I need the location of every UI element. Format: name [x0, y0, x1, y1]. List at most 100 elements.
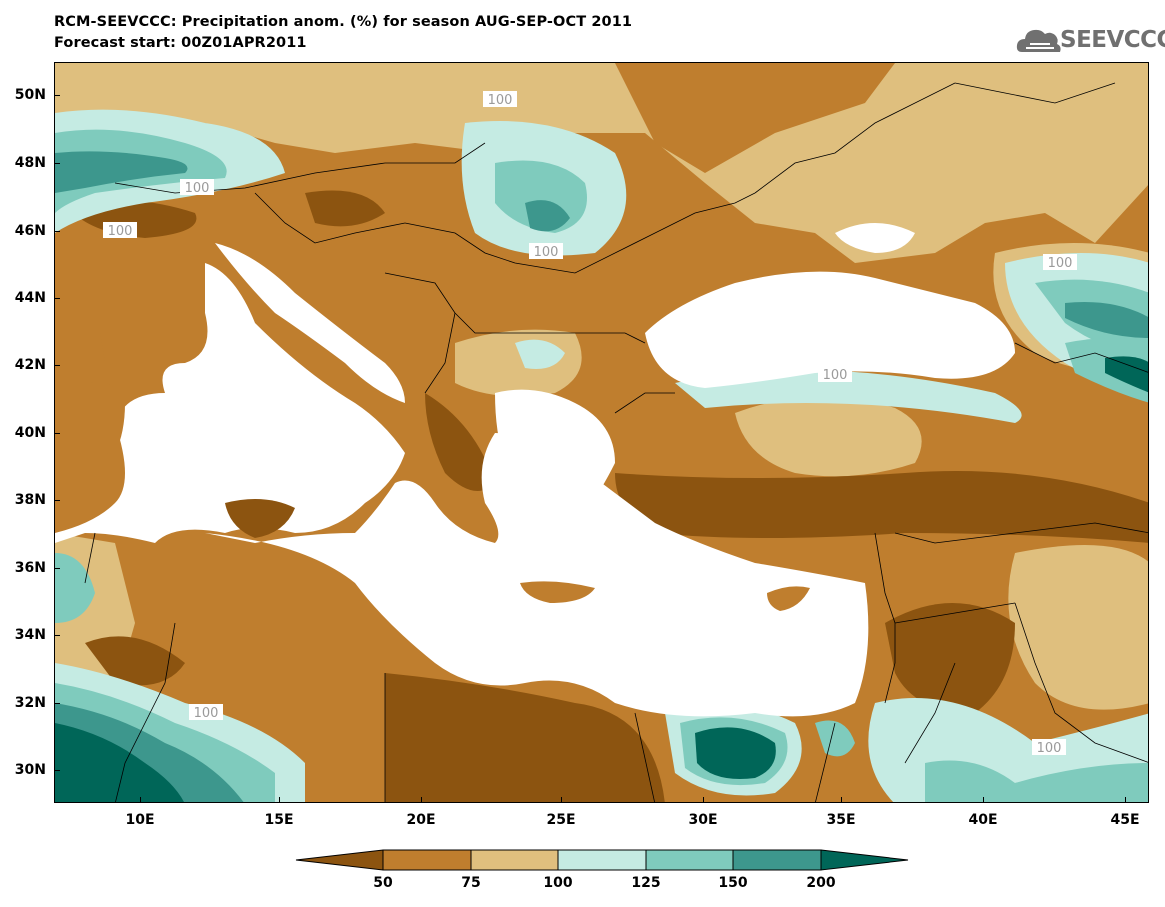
- lat-tick: [54, 231, 60, 232]
- lat-tick: [54, 770, 60, 771]
- region-very-dry-turkey-south: [615, 471, 1148, 543]
- lat-tick: [54, 95, 60, 96]
- region-slightly-dry-anatolia: [735, 396, 922, 477]
- lon-label-20e: 20E: [406, 812, 436, 828]
- lon-label-25e: 25E: [546, 812, 576, 828]
- colorbar-label-125: 125: [631, 875, 661, 891]
- contour-label-100: 100: [488, 93, 513, 108]
- cloud-logo-icon: [1016, 29, 1061, 52]
- country-borders: [84, 82, 1148, 802]
- island-crete: [520, 581, 595, 603]
- lat-label-50n: 50N: [14, 87, 46, 103]
- region-very-dry-syria: [885, 603, 1015, 713]
- colorbar-segment-150-200: [732, 849, 822, 871]
- map-title: RCM-SEEVCCC: Precipitation anom. (%) for…: [54, 14, 633, 30]
- lon-tick: [421, 797, 422, 803]
- sea-adriatic: [215, 243, 405, 403]
- lat-label-46n: 46N: [14, 223, 46, 239]
- contour-label-100: 100: [194, 706, 219, 721]
- sea-tyrrhenian: [165, 323, 289, 503]
- region-wet-arabia-core: [925, 760, 1148, 802]
- colorbar-label-100: 100: [543, 875, 573, 891]
- colorbar-segment-below-50: [295, 849, 384, 871]
- precipitation-anomaly-map: 100 100 100 100 100 100 100 100: [54, 62, 1149, 803]
- region-very-wet-romania: [525, 200, 570, 232]
- lat-label-40n: 40N: [14, 425, 46, 441]
- lon-label-40e: 40E: [968, 812, 998, 828]
- lat-tick: [54, 298, 60, 299]
- region-wet-levant: [815, 720, 855, 757]
- colorbar-label-75: 75: [461, 875, 481, 891]
- contour-label-100: 100: [534, 245, 559, 260]
- lon-tick: [703, 797, 704, 803]
- seevccc-logo-text: SEEVCCC: [1060, 27, 1165, 53]
- contour-label-bg: [189, 704, 223, 720]
- contour-label-bg: [180, 179, 214, 195]
- contour-label-100: 100: [823, 368, 848, 383]
- island-sardinia: [90, 382, 125, 454]
- contour-label-bg: [529, 243, 563, 259]
- region-very-dry-libya: [385, 673, 665, 802]
- contour-label-100: 100: [1037, 741, 1062, 756]
- region-very-dry-hungary: [305, 190, 385, 227]
- region-slightly-dry-bulgaria: [455, 329, 582, 397]
- lon-tick: [279, 797, 280, 803]
- contour-label-bg: [483, 91, 517, 107]
- region-slightly-dry-north: [55, 63, 1148, 263]
- lon-tick: [983, 797, 984, 803]
- lat-tick: [54, 568, 60, 569]
- region-very-wet-georgia: [1105, 356, 1148, 393]
- lon-tick: [140, 797, 141, 803]
- region-very-wet-caucasus: [1065, 302, 1148, 338]
- contour-label-bg: [1032, 739, 1066, 755]
- lon-label-45e: 45E: [1110, 812, 1140, 828]
- region-very-dry-tunisia: [85, 636, 185, 686]
- lat-tick: [54, 635, 60, 636]
- region-extreme-wet-egypt: [695, 727, 776, 779]
- contour-label-100: 100: [185, 181, 210, 196]
- region-slightly-dry-syria: [1008, 545, 1148, 710]
- lon-tick: [1125, 797, 1126, 803]
- contour-label-bg: [1043, 254, 1077, 270]
- lat-tick: [54, 433, 60, 434]
- region-wet-bulgaria: [515, 339, 565, 369]
- lat-label-38n: 38N: [14, 492, 46, 508]
- colorbar-label-150: 150: [718, 875, 748, 891]
- sea-azov: [835, 223, 915, 253]
- lon-label-30e: 30E: [688, 812, 718, 828]
- lat-label-34n: 34N: [14, 627, 46, 643]
- lat-tick: [54, 703, 60, 704]
- colorbar-segment-100-125: [557, 849, 647, 871]
- contour-label-bg: [103, 222, 137, 238]
- region-wet-black-sea-coast: [675, 370, 1022, 423]
- lat-label-36n: 36N: [14, 560, 46, 576]
- lat-tick: [54, 500, 60, 501]
- colorbar-segment-above-200: [820, 849, 909, 871]
- island-corsica: [100, 332, 120, 365]
- lat-tick: [54, 365, 60, 366]
- sea-aegean: [495, 389, 615, 533]
- region-wet-west-edge: [55, 553, 95, 623]
- sea-black: [645, 271, 1015, 388]
- contour-label-100: 100: [1048, 256, 1073, 271]
- colorbar-segment-75-100: [470, 849, 559, 871]
- lon-label-10e: 10E: [125, 812, 155, 828]
- region-dry-ukraine: [615, 63, 895, 173]
- contour-label-bg: [818, 366, 852, 382]
- region-very-wet-alps: [55, 151, 188, 193]
- lon-tick: [841, 797, 842, 803]
- region-very-dry-greece: [425, 393, 495, 491]
- colorbar-segment-125-150: [645, 849, 734, 871]
- colorbar-label-200: 200: [806, 875, 836, 891]
- lat-label-48n: 48N: [14, 155, 46, 171]
- lon-label-15e: 15E: [264, 812, 294, 828]
- island-cyprus: [767, 586, 810, 611]
- lat-label-42n: 42N: [14, 357, 46, 373]
- colorbar-segment-50-75: [382, 849, 472, 871]
- region-extreme-wet-sw: [55, 723, 184, 802]
- lat-label-44n: 44N: [14, 290, 46, 306]
- contour-label-100: 100: [108, 224, 133, 239]
- lat-label-30n: 30N: [14, 762, 46, 778]
- lon-label-35e: 35E: [826, 812, 856, 828]
- colorbar-label-50: 50: [373, 875, 393, 891]
